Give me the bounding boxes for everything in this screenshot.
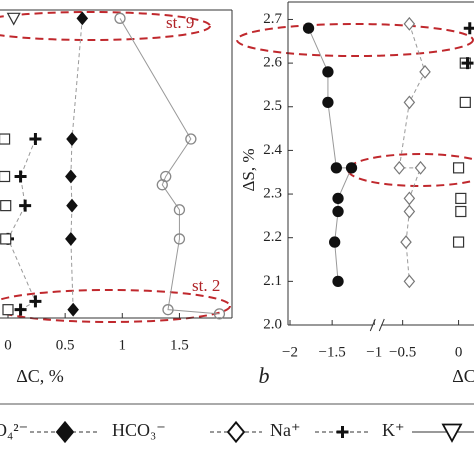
x-tick-label: 0 (455, 344, 463, 360)
point (29, 295, 42, 308)
point (67, 302, 79, 317)
point (452, 236, 465, 248)
point (455, 192, 467, 205)
annotation: st. 9 (166, 13, 194, 32)
point (345, 162, 358, 174)
series-line (398, 23, 426, 282)
y-tick-label: 2.7 (263, 11, 282, 27)
point (403, 204, 416, 219)
point (332, 205, 344, 218)
point (114, 12, 126, 24)
point (393, 160, 406, 175)
x-tick-label: −1.5 (319, 344, 346, 360)
y-tick-label: 2.1 (263, 273, 282, 289)
point (173, 204, 186, 216)
x-tick-label: −1 (366, 344, 382, 360)
legend-label: K⁺ (382, 420, 405, 440)
series-line (70, 18, 83, 310)
legend-marker (336, 426, 349, 438)
point (162, 304, 174, 316)
highlight-ellipse (0, 11, 211, 41)
point (403, 16, 416, 31)
point (185, 133, 197, 145)
highlight-ellipse (347, 153, 474, 187)
point (0, 133, 11, 145)
point (459, 96, 471, 108)
point (14, 303, 27, 316)
point (66, 198, 78, 213)
point (0, 233, 12, 245)
highlight-ellipse (236, 23, 474, 57)
point (6, 12, 21, 26)
legend-marker (55, 420, 75, 444)
point (322, 66, 334, 78)
legend-label: O₄²⁻ (0, 420, 28, 440)
point (330, 162, 343, 174)
annotation: st. 2 (192, 276, 220, 295)
point (66, 132, 78, 146)
y-tick-label: 2.2 (263, 229, 282, 245)
point (0, 200, 12, 212)
legend-label: HCO₃⁻ (112, 420, 166, 440)
point (302, 22, 315, 34)
point (332, 275, 344, 288)
x-tick-label: 0 (4, 337, 12, 353)
x-tick-label: −0.5 (389, 344, 416, 360)
point (65, 231, 77, 246)
point (452, 162, 465, 174)
point (403, 95, 416, 110)
y-tick-label: 2.6 (263, 55, 282, 71)
series-line (119, 18, 220, 315)
point (19, 199, 32, 212)
legend-label: Na⁺ (270, 420, 301, 440)
point (455, 205, 467, 218)
x-tick-label: 0.5 (56, 337, 75, 353)
point (2, 304, 14, 316)
x-tick-label: 1.5 (170, 337, 189, 353)
point (403, 274, 416, 289)
y-tick-label: 2.3 (263, 185, 282, 201)
y-tick-label: 2.5 (263, 98, 282, 114)
x-axis-label: ΔC (452, 366, 474, 386)
point (173, 233, 186, 245)
point (0, 170, 11, 183)
point (213, 308, 226, 320)
point (14, 170, 27, 183)
point (156, 179, 168, 191)
point (29, 133, 42, 146)
point (76, 11, 89, 26)
point (400, 235, 412, 250)
y-axis-label: ΔS, % (239, 148, 258, 191)
point (332, 192, 344, 205)
y-tick-label: 2.4 (263, 142, 282, 158)
legend-marker (226, 420, 246, 444)
point (322, 96, 334, 109)
highlight-ellipse (0, 289, 231, 323)
point (65, 169, 77, 184)
legend-marker (441, 423, 463, 443)
x-tick-label: −2 (282, 344, 298, 360)
point (461, 57, 474, 70)
point (329, 236, 341, 248)
panel-label: b (259, 363, 270, 388)
point (414, 160, 427, 175)
y-tick-label: 2.0 (263, 316, 282, 332)
point (419, 64, 431, 79)
point (403, 191, 416, 206)
x-axis-label: ΔC, % (16, 366, 64, 386)
x-tick-label: 1 (119, 337, 127, 353)
